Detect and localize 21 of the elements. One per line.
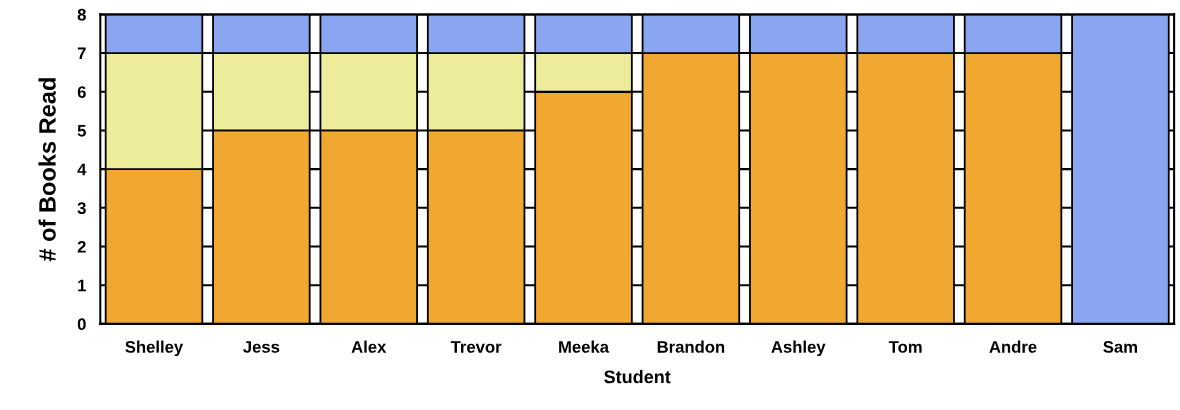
- y-tick-label: 6: [77, 86, 86, 98]
- y-axis-title: # of Books Read: [38, 78, 56, 262]
- x-tick-label: Tom: [888, 341, 922, 353]
- x-axis-title: Student: [604, 369, 671, 384]
- x-tick-label: Jess: [243, 341, 280, 353]
- x-tick-label: Alex: [351, 340, 387, 353]
- y-tick-label: 5: [77, 125, 86, 137]
- x-tick-label: Trevor: [450, 341, 502, 353]
- x-tick-label: Sam: [1103, 341, 1137, 353]
- y-tick-label: 3: [77, 202, 86, 215]
- x-tick-label: Ashley: [771, 340, 826, 357]
- x-tick-label: Andre: [989, 340, 1037, 353]
- y-tick-label: 1: [78, 279, 86, 292]
- y-tick-label: 2: [77, 240, 86, 253]
- x-tick-label: Brandon: [657, 340, 725, 353]
- y-tick-label: 4: [77, 163, 87, 176]
- x-tick-label: Shelley: [125, 340, 184, 357]
- y-tick-label: 0: [77, 318, 86, 331]
- y-tick-label: 7: [77, 47, 86, 60]
- x-tick-label: Meeka: [559, 340, 610, 353]
- y-tick-label: 8: [77, 8, 86, 21]
